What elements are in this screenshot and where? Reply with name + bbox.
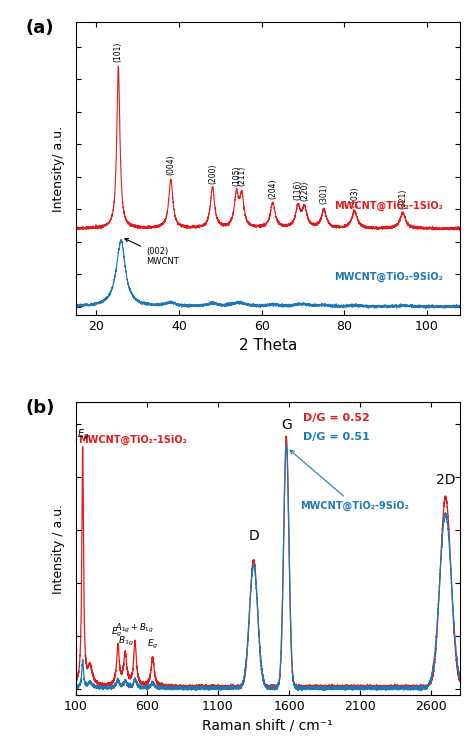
- Text: (303): (303): [350, 187, 359, 208]
- Text: (b): (b): [26, 400, 55, 418]
- Text: D/G = 0.51: D/G = 0.51: [303, 432, 370, 441]
- Y-axis label: Intensity / a.u.: Intensity / a.u.: [53, 503, 65, 594]
- Text: D/G = 0.52: D/G = 0.52: [303, 413, 370, 423]
- Text: (321): (321): [398, 188, 407, 208]
- Text: $E_g$: $E_g$: [77, 427, 89, 441]
- Text: (116): (116): [293, 180, 302, 200]
- Text: $B_{1g}$: $B_{1g}$: [118, 635, 134, 648]
- Text: (301): (301): [319, 184, 328, 204]
- Text: 2D: 2D: [436, 474, 456, 488]
- Text: $E_g$: $E_g$: [111, 626, 123, 639]
- Text: G: G: [281, 418, 292, 432]
- Y-axis label: Intensity/ a.u.: Intensity/ a.u.: [53, 125, 65, 211]
- Text: MWCNT@TiO₂-9SiO₂: MWCNT@TiO₂-9SiO₂: [290, 450, 410, 511]
- X-axis label: 2 Theta: 2 Theta: [238, 338, 297, 353]
- Text: (220): (220): [300, 180, 309, 201]
- Text: D: D: [248, 529, 259, 543]
- Text: $E_g$: $E_g$: [146, 638, 158, 651]
- Text: $A_{1g}+B_{1g}$: $A_{1g}+B_{1g}$: [116, 622, 155, 635]
- Text: (002)
MWCNT: (002) MWCNT: [125, 238, 179, 266]
- X-axis label: Raman shift / cm⁻¹: Raman shift / cm⁻¹: [202, 718, 333, 732]
- Text: (200): (200): [208, 163, 217, 184]
- Text: MWCNT@TiO₂-9SiO₂: MWCNT@TiO₂-9SiO₂: [334, 272, 443, 282]
- Text: (a): (a): [26, 19, 55, 37]
- Text: (204): (204): [268, 179, 277, 199]
- Text: (101): (101): [114, 42, 123, 62]
- Text: (105): (105): [232, 166, 241, 187]
- Text: MWCNT@TiO₂-1SiO₂: MWCNT@TiO₂-1SiO₂: [78, 434, 187, 444]
- Text: MWCNT@TiO₂-1SiO₂: MWCNT@TiO₂-1SiO₂: [334, 201, 443, 211]
- Text: (211): (211): [237, 166, 246, 186]
- Text: (004): (004): [166, 155, 175, 176]
